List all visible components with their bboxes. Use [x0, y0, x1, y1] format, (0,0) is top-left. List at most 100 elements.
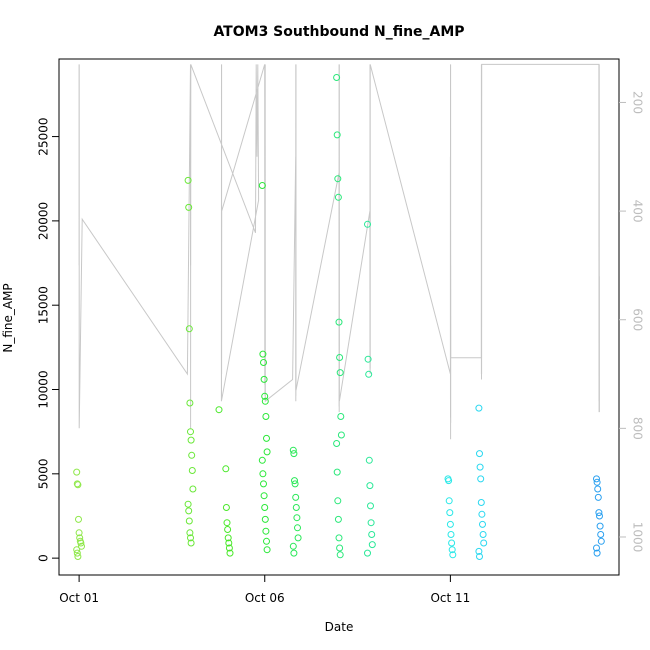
data-point-s5-8	[294, 534, 302, 542]
data-point-s5-1	[290, 450, 298, 458]
data-point-s6-14	[336, 544, 344, 552]
data-point-s7-1	[364, 355, 372, 363]
data-point-s1-11	[74, 553, 82, 560]
data-point-s4-10	[259, 470, 267, 478]
y2-tick-label-3: 800	[630, 417, 644, 440]
data-point-s1-3	[75, 515, 82, 523]
data-point-s5-6	[293, 514, 301, 522]
data-point-s9-7	[479, 531, 487, 538]
y-tick-label-0: 0	[37, 554, 51, 562]
data-point-s10-8	[597, 537, 605, 545]
data-point-s7-9	[364, 549, 371, 557]
data-point-s6-9	[333, 440, 341, 447]
data-point-s8-4	[446, 520, 454, 528]
data-point-s9-9	[475, 547, 483, 555]
data-point-s9-8	[480, 539, 488, 547]
data-point-s2-0	[184, 176, 192, 184]
data-point-s10-4	[595, 509, 603, 517]
data-point-s2-13	[187, 534, 194, 542]
axes: Oct 01 Oct 06 Oct 11 0 5000 10000 15000 20000 25…	[36, 91, 644, 605]
data-point-s3-2	[222, 504, 230, 511]
y2-tick-label-4: 1000	[631, 522, 645, 553]
y2-tick-label-2: 600	[630, 308, 644, 331]
series-line-0	[78, 63, 600, 440]
data-point-s6-13	[335, 534, 343, 542]
chart-title: ATOM3 Southbound N_fine_AMP	[213, 24, 464, 40]
data-point-s4-6	[262, 413, 270, 420]
y2-tick-label-0: 200	[631, 91, 645, 114]
y-axis-label: N_fine_AMP	[1, 283, 15, 352]
data-point-s6-1	[333, 131, 341, 139]
data-point-s6-8	[337, 431, 345, 439]
data-point-s6-4	[335, 318, 343, 326]
data-point-s6-0	[333, 74, 341, 81]
data-point-s9-10	[476, 553, 483, 560]
data-point-s7-7	[368, 531, 376, 538]
data-point-s10-0	[593, 475, 600, 483]
plot-area	[73, 63, 605, 560]
x-tick-label-1: Oct 06	[245, 591, 285, 605]
data-point-s3-5	[224, 534, 232, 542]
data-point-s3-4	[224, 526, 232, 533]
data-point-s8-5	[447, 531, 455, 538]
y-tick-label-5: 25000	[36, 118, 50, 156]
data-point-s2-2	[185, 325, 193, 333]
data-point-s4-11	[260, 480, 267, 488]
x-tick-label-2: Oct 11	[430, 591, 470, 605]
data-point-s2-11	[185, 517, 193, 525]
y-tick-label-1: 5000	[37, 459, 51, 490]
data-point-s9-0	[475, 404, 483, 412]
data-point-s6-12	[334, 515, 342, 523]
data-point-s4-5	[261, 397, 269, 405]
data-point-s6-10	[333, 468, 341, 476]
data-point-s2-12	[186, 529, 194, 537]
data-point-s6-11	[334, 497, 342, 505]
data-point-s2-14	[187, 539, 195, 547]
data-point-s2-5	[187, 436, 195, 444]
data-point-s1-0	[73, 468, 81, 476]
data-point-s10-6	[596, 522, 604, 530]
data-point-s6-6	[336, 369, 344, 377]
y2-tick-label-1: 400	[631, 200, 645, 223]
y-tick-label-3: 15000	[36, 286, 50, 324]
data-point-s1-10	[73, 549, 81, 557]
data-point-s9-2	[476, 463, 484, 471]
data-point-s10-7	[597, 531, 605, 538]
data-point-s3-7	[225, 544, 233, 552]
data-point-s10-3	[594, 493, 602, 501]
data-point-s2-9	[184, 500, 192, 508]
data-point-s8-8	[449, 551, 457, 559]
data-point-s4-17	[263, 546, 271, 554]
data-point-s4-0	[258, 182, 266, 189]
x-axis-label: Date	[325, 620, 354, 634]
data-point-s6-15	[336, 551, 344, 559]
data-point-s1-2	[74, 481, 82, 489]
data-point-s7-5	[367, 502, 374, 510]
data-point-s2-1	[185, 203, 193, 211]
data-point-s8-7	[448, 546, 456, 554]
data-point-s5-0	[289, 446, 297, 454]
data-point-s4-4	[261, 392, 269, 400]
data-point-s4-13	[261, 504, 269, 511]
data-point-s10-2	[594, 485, 602, 493]
data-point-s7-3	[365, 456, 373, 464]
x-tick-label-0: Oct 01	[59, 591, 99, 605]
data-point-s3-8	[226, 549, 234, 557]
data-point-s4-3	[260, 375, 268, 383]
data-point-s9-1	[476, 450, 483, 458]
data-point-s6-7	[337, 413, 345, 420]
data-point-s4-8	[263, 448, 271, 456]
data-point-s10-9	[593, 544, 600, 552]
data-point-s1-9	[73, 546, 81, 554]
data-point-s2-8	[189, 485, 197, 493]
data-point-s5-5	[292, 504, 300, 511]
y-tick-label-2: 10000	[37, 370, 51, 408]
data-point-s2-6	[188, 451, 196, 459]
data-point-s7-6	[367, 519, 375, 527]
data-point-s8-2	[445, 497, 453, 505]
data-point-s1-5	[76, 534, 84, 542]
data-point-s7-8	[368, 541, 376, 549]
data-point-s9-5	[478, 510, 486, 518]
data-point-s5-7	[294, 524, 301, 532]
data-point-s3-6	[225, 539, 233, 547]
